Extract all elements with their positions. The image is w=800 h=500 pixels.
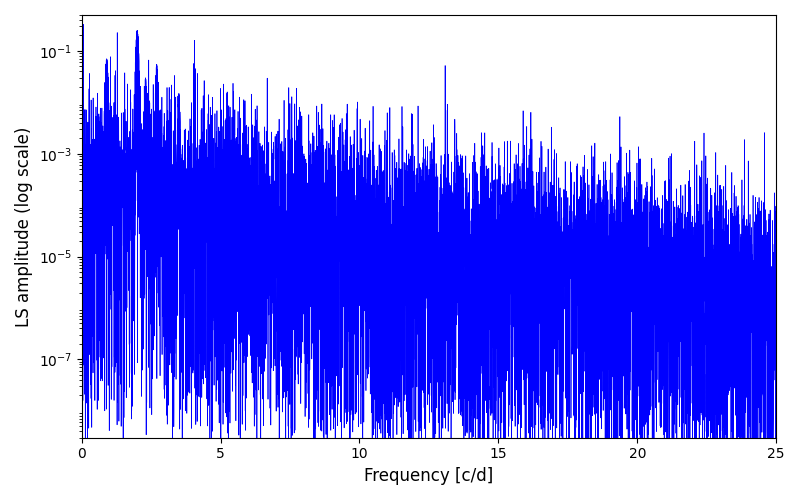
X-axis label: Frequency [c/d]: Frequency [c/d] <box>364 467 494 485</box>
Y-axis label: LS amplitude (log scale): LS amplitude (log scale) <box>15 126 33 326</box>
